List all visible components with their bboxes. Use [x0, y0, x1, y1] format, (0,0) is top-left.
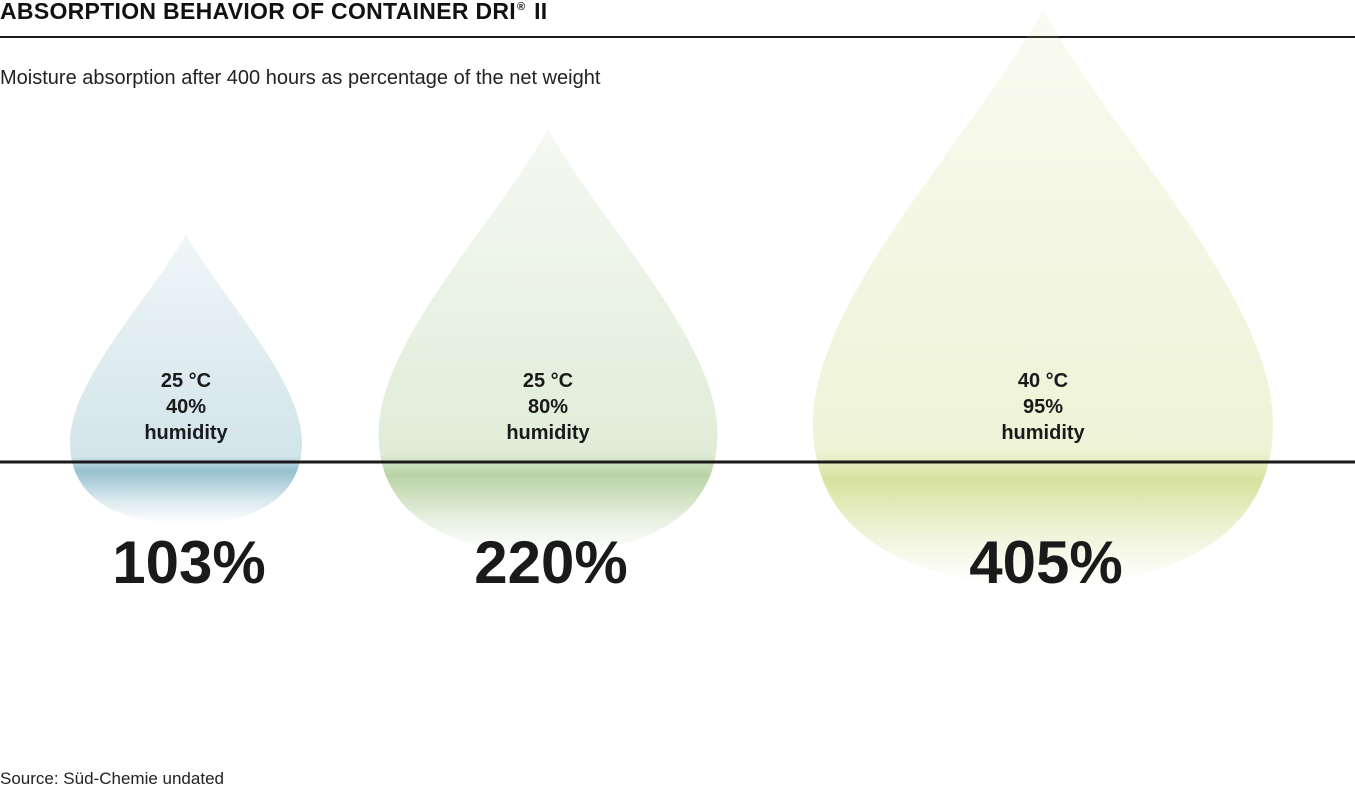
humidity-value-label-2: 80% [528, 396, 568, 418]
drops-group [70, 9, 1274, 585]
value-label-3: 405% [969, 529, 1122, 596]
chart-subtitle: Moisture absorption after 400 hours as p… [0, 67, 601, 89]
humidity-text-label-2: humidity [506, 422, 590, 444]
temp-label-3: 40 °C [1018, 370, 1068, 392]
source-note: Source: Süd-Chemie undated [0, 769, 224, 788]
drop-mark-2 [378, 128, 718, 553]
humidity-value-label-1: 40% [166, 396, 206, 418]
title-rule [0, 36, 1355, 38]
drop-mark-3 [812, 9, 1274, 585]
chart-title: ABSORPTION BEHAVIOR OF CONTAINER DRI® II [0, 0, 547, 25]
drop-mark-1 [70, 234, 302, 524]
humidity-text-label-1: humidity [144, 422, 228, 444]
value-label-1: 103% [112, 529, 265, 596]
labels-group: 25 °C 40% humidity 103% 25 °C 80% humidity 220%… [112, 370, 1122, 596]
humidity-value-label-3: 95% [1023, 396, 1063, 418]
temp-label-1: 25 °C [161, 370, 211, 392]
value-label-2: 220% [474, 529, 627, 596]
chart-title-end: II [534, 0, 548, 24]
temp-label-2: 25 °C [523, 370, 573, 392]
registered-mark: ® [516, 1, 526, 13]
chart-title-main: ABSORPTION BEHAVIOR OF CONTAINER DRI [0, 0, 516, 24]
humidity-text-label-3: humidity [1001, 422, 1085, 444]
